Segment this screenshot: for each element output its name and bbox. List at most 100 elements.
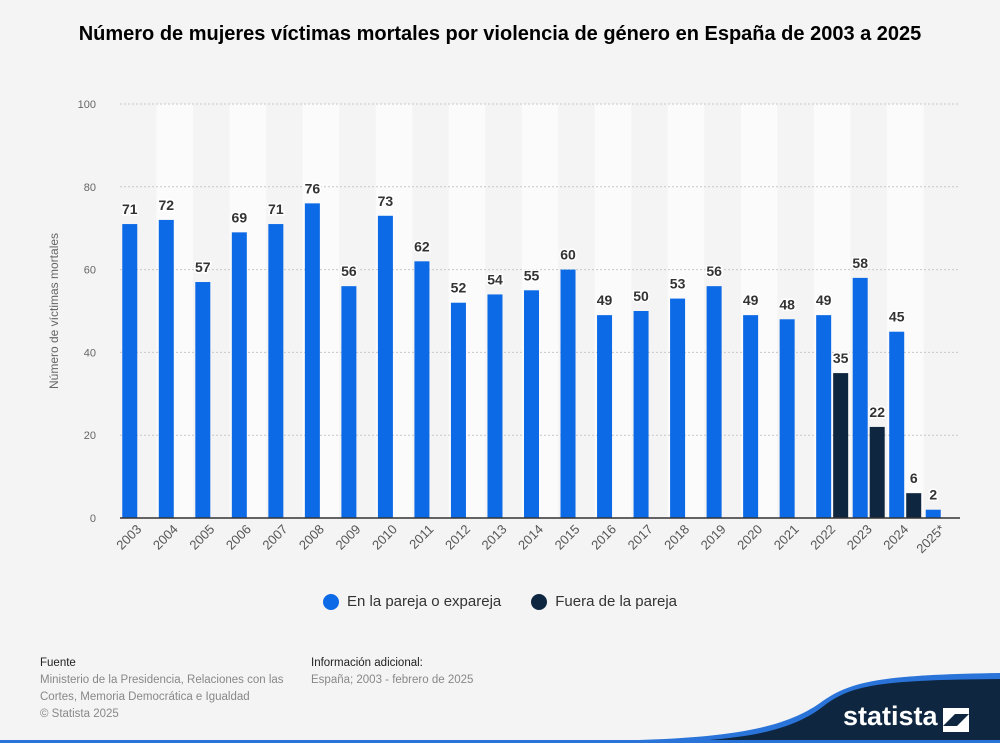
bar xyxy=(341,286,357,518)
bar xyxy=(560,269,576,518)
legend-dot-icon xyxy=(531,593,548,610)
y-axis-label: Número de víctimas mortales xyxy=(47,233,61,389)
x-tick-label: 2006 xyxy=(223,522,254,553)
x-tick-label: 2024 xyxy=(880,522,911,553)
bar xyxy=(906,493,922,518)
data-label: 56 xyxy=(341,263,357,279)
bar xyxy=(487,294,503,518)
bar xyxy=(869,426,885,518)
bar xyxy=(779,319,795,518)
data-label: 6 xyxy=(910,470,918,486)
x-tick-label: 2004 xyxy=(150,522,181,553)
x-tick-label: 2007 xyxy=(259,522,290,553)
data-label: 73 xyxy=(378,193,394,209)
x-tick-label: 2023 xyxy=(844,522,875,553)
y-tick-label: 60 xyxy=(84,265,96,277)
data-label: 76 xyxy=(305,180,321,196)
bar xyxy=(450,302,466,518)
bar xyxy=(231,232,247,518)
data-label: 45 xyxy=(889,309,905,325)
bar xyxy=(706,286,722,518)
data-label: 50 xyxy=(633,288,649,304)
info-heading: Información adicional: xyxy=(311,657,423,669)
x-tick-label: 2003 xyxy=(113,522,144,553)
x-tick-label: 2014 xyxy=(515,522,546,553)
bar xyxy=(633,311,649,518)
data-label: 71 xyxy=(268,201,284,217)
y-tick-label: 100 xyxy=(78,99,96,111)
info-block: Información adicional: España; 2003 - fe… xyxy=(311,655,473,689)
source-heading: Fuente xyxy=(40,657,76,669)
data-label: 54 xyxy=(487,271,503,287)
x-tick-label: 2008 xyxy=(296,522,327,553)
bar xyxy=(268,224,284,518)
svg-text:statista: statista xyxy=(843,701,939,731)
bar xyxy=(414,261,430,518)
copyright: © Statista 2025 xyxy=(40,708,119,720)
bar xyxy=(816,315,832,518)
x-tick-label: 2012 xyxy=(442,522,473,553)
bar xyxy=(195,282,211,518)
source-line: Ministerio de la Presidencia, Relaciones… xyxy=(40,674,284,686)
legend-label: En la pareja o expareja xyxy=(346,593,502,610)
data-label: 48 xyxy=(779,296,795,312)
source-block: Fuente Ministerio de la Presidencia, Rel… xyxy=(40,655,284,723)
data-label: 60 xyxy=(560,247,576,263)
data-label: 49 xyxy=(597,292,613,308)
x-tick-label: 2018 xyxy=(661,522,692,553)
bar xyxy=(524,290,539,518)
x-tick-label: 2022 xyxy=(807,522,838,553)
chart-title: Número de mujeres víctimas mortales por … xyxy=(78,23,922,45)
bar xyxy=(852,277,868,518)
data-label: 52 xyxy=(451,280,467,296)
data-label: 53 xyxy=(670,276,686,292)
bar xyxy=(377,215,393,518)
statista-logo: statista xyxy=(0,673,1000,743)
bar xyxy=(889,331,905,518)
data-label: 71 xyxy=(122,201,138,217)
x-tick-label: 2011 xyxy=(406,522,436,552)
legend-dot-icon xyxy=(322,593,339,610)
data-label: 72 xyxy=(158,197,174,213)
info-text: España; 2003 - febrero de 2025 xyxy=(311,674,474,686)
legend: En la pareja o expareja Fuera de la pare… xyxy=(0,593,1000,610)
source-line: Cortes, Memoria Democrática e Igualdad xyxy=(40,691,250,703)
y-tick-label: 0 xyxy=(90,513,96,525)
x-tick-label: 2019 xyxy=(698,522,729,553)
x-tick-label: 2025* xyxy=(913,522,948,557)
x-tick-label: 2016 xyxy=(588,522,619,553)
bar xyxy=(122,224,138,518)
data-label: 2 xyxy=(929,487,937,503)
legend-item-pareja[interactable]: En la pareja o expareja xyxy=(322,593,502,610)
data-label: 55 xyxy=(524,267,540,283)
x-tick-label: 2010 xyxy=(369,522,400,553)
bar xyxy=(925,509,941,518)
x-tick-label: 2013 xyxy=(479,522,510,553)
data-label: 56 xyxy=(706,263,722,279)
y-tick-label: 20 xyxy=(84,430,96,442)
bar-chart: 0 20 40 60 80 100 Número de víctimas mortales 7… xyxy=(47,99,960,557)
data-label: 49 xyxy=(816,292,832,308)
bar xyxy=(833,373,849,518)
x-tick-label: 2021 xyxy=(771,522,802,553)
x-tick-label: 2020 xyxy=(734,522,765,553)
x-tick-label: 2015 xyxy=(552,522,583,553)
legend-item-fuera[interactable]: Fuera de la pareja xyxy=(531,593,677,610)
bar xyxy=(158,219,174,519)
bar xyxy=(743,315,759,518)
data-label: 57 xyxy=(195,259,211,275)
x-tick-label: 2005 xyxy=(186,522,217,553)
data-label: 49 xyxy=(743,292,759,308)
legend-label: Fuera de la pareja xyxy=(555,593,678,610)
x-tick-label: 2017 xyxy=(625,522,656,553)
y-tick-label: 80 xyxy=(84,182,96,194)
data-label: 35 xyxy=(833,350,849,366)
y-tick-label: 40 xyxy=(84,347,96,359)
bar xyxy=(670,298,686,518)
data-label: 69 xyxy=(232,209,248,225)
bar xyxy=(597,315,613,518)
data-label: 62 xyxy=(414,238,430,254)
bar xyxy=(304,203,320,519)
x-tick-label: 2009 xyxy=(332,522,363,553)
